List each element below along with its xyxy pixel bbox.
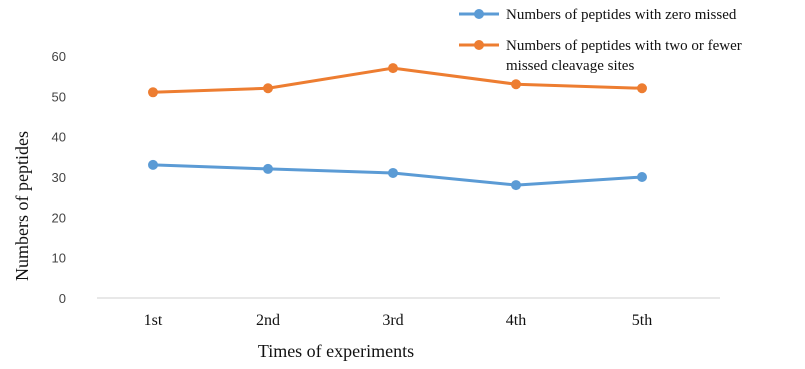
- x-axis-ticks: 1st 2nd 3rd 4th 5th: [144, 312, 653, 329]
- data-point: [388, 167, 398, 178]
- data-point: [388, 63, 398, 74]
- x-tick-label: 4th: [506, 312, 526, 329]
- y-tick-label: 30: [52, 170, 66, 185]
- y-axis-title: Numbers of peptides: [12, 131, 32, 281]
- legend-label: Numbers of peptides with two or fewer: [506, 38, 742, 54]
- y-tick-label: 20: [52, 210, 66, 225]
- legend-label: Numbers of peptides with zero missed: [506, 7, 737, 23]
- x-tick-label: 3rd: [382, 312, 403, 329]
- x-axis-title: Times of experiments: [258, 341, 414, 361]
- data-point: [263, 83, 273, 94]
- legend-label: missed cleavage sites: [506, 58, 634, 74]
- y-tick-label: 0: [59, 291, 66, 306]
- y-tick-label: 60: [52, 49, 66, 64]
- data-point: [148, 159, 158, 170]
- legend-swatch-marker: [474, 9, 484, 19]
- series-2: [148, 63, 647, 98]
- y-axis-ticks: 0 10 20 30 40 50 60: [52, 49, 66, 306]
- data-point: [637, 172, 647, 182]
- series-1: [148, 159, 647, 191]
- legend-swatch-marker: [474, 40, 484, 50]
- y-tick-label: 40: [52, 130, 66, 145]
- data-point: [511, 79, 521, 90]
- data-point: [511, 180, 521, 191]
- y-tick-label: 50: [52, 89, 66, 104]
- legend-item: Numbers of peptides with two or fewer mis…: [459, 38, 742, 74]
- legend: Numbers of peptides with zero missed Numb…: [459, 7, 742, 74]
- x-tick-label: 1st: [144, 312, 163, 329]
- x-tick-label: 2nd: [256, 312, 280, 329]
- data-point: [637, 83, 647, 94]
- data-point: [263, 163, 273, 174]
- x-tick-label: 5th: [632, 312, 652, 329]
- series-layer: [148, 63, 647, 191]
- legend-item: Numbers of peptides with zero missed: [459, 7, 737, 23]
- y-tick-label: 10: [52, 251, 66, 266]
- data-point: [148, 87, 158, 98]
